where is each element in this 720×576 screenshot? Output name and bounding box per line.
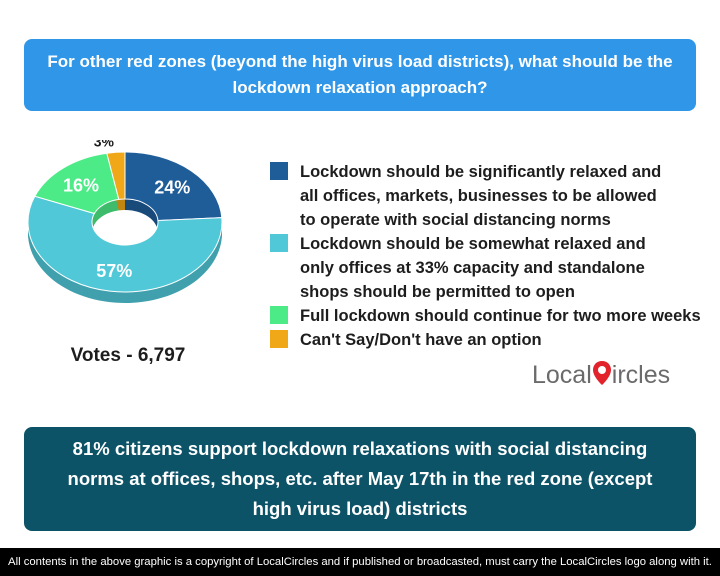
- legend-item-cant-say: Can't Say/Don't have an option: [270, 328, 710, 352]
- conclusion-banner: 81% citizens support lockdown relaxation…: [24, 427, 696, 531]
- pie-slice-2: [34, 152, 120, 215]
- legend-swatch: [270, 306, 288, 324]
- donut-slices: [27, 151, 223, 303]
- legend-item-significantly-relaxed: Lockdown should be significantly relaxed…: [270, 160, 710, 232]
- legend-swatch: [270, 234, 288, 252]
- copyright-footer: All contents in the above graphic is a c…: [0, 548, 720, 576]
- question-banner: For other red zones (beyond the high vir…: [24, 39, 696, 111]
- question-text: For other red zones (beyond the high vir…: [47, 52, 673, 97]
- chart-legend: Lockdown should be significantly relaxed…: [270, 160, 710, 352]
- pie-slice-1: [27, 195, 223, 293]
- legend-item-full-lockdown: Full lockdown should continue for two mo…: [270, 304, 710, 328]
- pie-slice-0: [124, 151, 223, 222]
- slice-value-label-1: 57%: [96, 261, 132, 281]
- logo-pin-mark: [592, 360, 612, 390]
- conclusion-text: 81% citizens support lockdown relaxation…: [67, 438, 653, 519]
- votes-count: Votes - 6,797: [70, 345, 186, 366]
- legend-label: Lockdown should be somewhat relaxed and …: [300, 235, 646, 301]
- localcircles-logo: Local ircles: [532, 360, 670, 390]
- slice-value-label-3: 3%: [94, 140, 115, 149]
- location-pin-icon: [592, 361, 611, 385]
- pie-slice-3: [106, 151, 126, 200]
- legend-label: Can't Say/Don't have an option: [300, 331, 542, 349]
- donut-chart: 24% 57% 16% 3%: [27, 140, 223, 303]
- legend-swatch: [270, 162, 288, 180]
- slice-value-label-2: 16%: [63, 176, 99, 196]
- logo-text-circles: ircles: [611, 361, 671, 389]
- logo-text-local: Local: [532, 361, 592, 389]
- legend-item-somewhat-relaxed: Lockdown should be somewhat relaxed and …: [270, 232, 710, 304]
- slice-value-label-0: 24%: [154, 178, 190, 198]
- legend-label: Lockdown should be significantly relaxed…: [300, 163, 662, 229]
- legend-swatch: [270, 330, 288, 348]
- legend-label: Full lockdown should continue for two mo…: [300, 307, 701, 325]
